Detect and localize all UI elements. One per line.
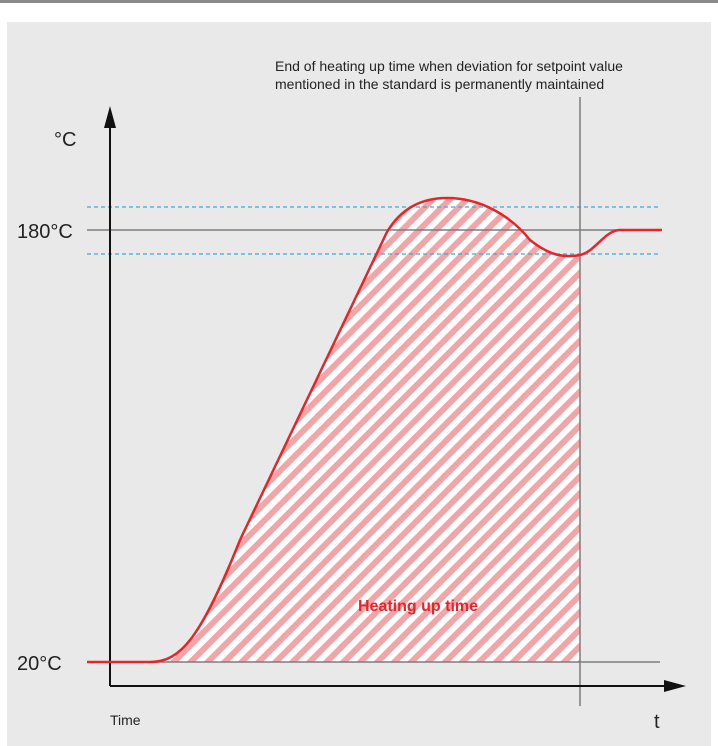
top-divider: [0, 0, 718, 3]
x-axis-unit: t: [654, 711, 660, 733]
y-axis-arrow: [104, 106, 116, 128]
heating-up-time-label: Heating up time: [358, 598, 478, 615]
y-axis-unit: °C: [54, 129, 76, 151]
annotation-line-1: End of heating up time when deviation fo…: [275, 58, 623, 74]
annotation-line-2: mentioned in the standard is permanently…: [275, 76, 604, 92]
time-caption: Time: [110, 712, 141, 728]
x-axis-arrow: [664, 680, 686, 692]
start-temperature-label: 20°C: [17, 653, 62, 675]
setpoint-label: 180°C: [17, 221, 73, 243]
temperature-curve: [87, 196, 662, 664]
